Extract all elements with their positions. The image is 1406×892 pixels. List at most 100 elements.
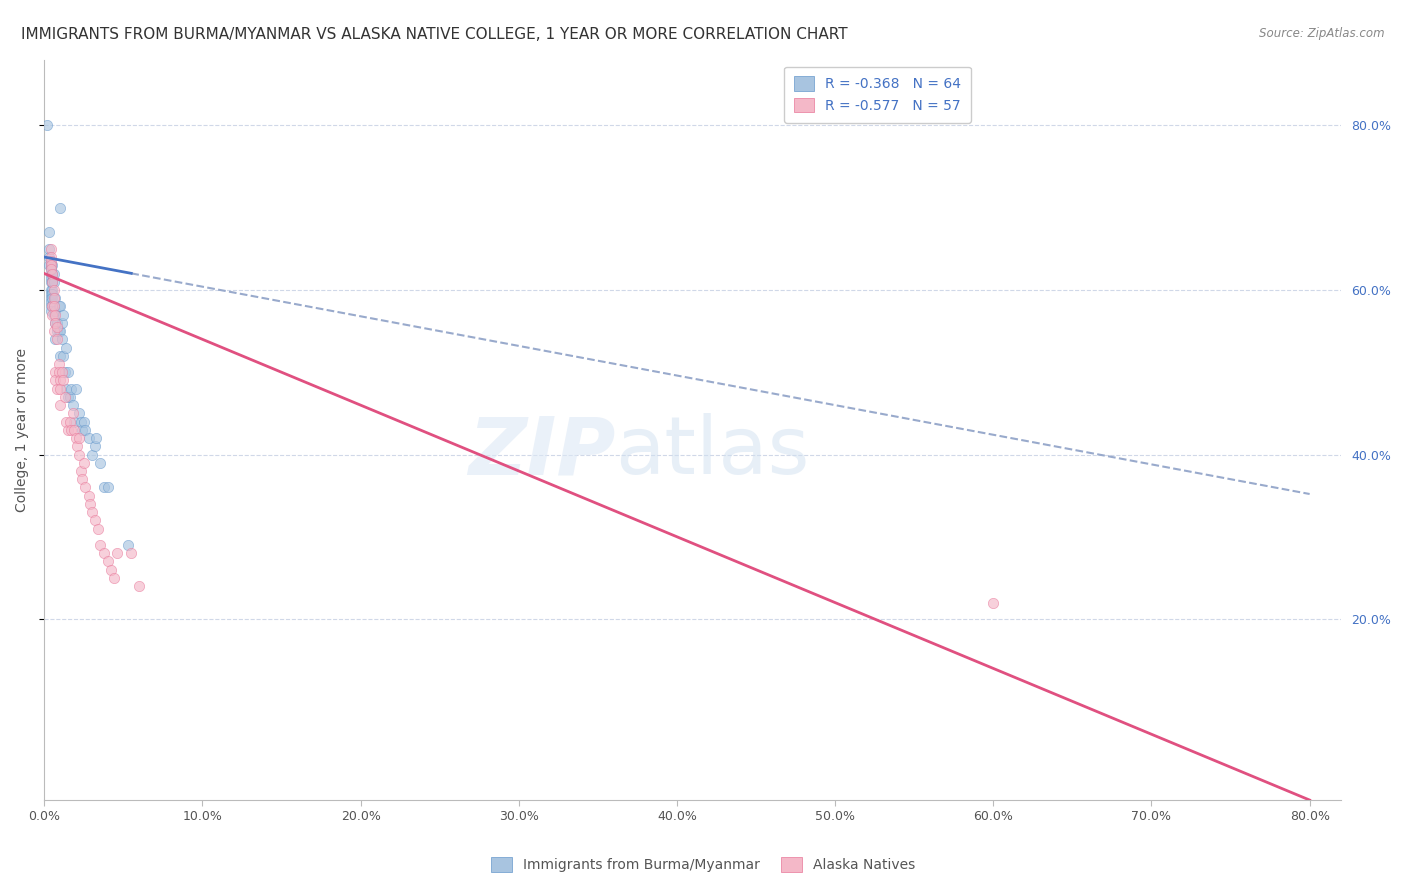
Point [75, 480, 97, 494]
Point [38, 250, 60, 264]
Text: Source: ZipAtlas.com: Source: ZipAtlas.com [1260, 27, 1385, 40]
Point [39, 270, 62, 285]
Point [981, 596, 1004, 610]
Point [56, 365, 79, 379]
Text: ZIP: ZIP [468, 413, 614, 491]
Point [128, 579, 150, 593]
Point [62, 406, 84, 420]
Point [70, 472, 93, 486]
Point [44, 291, 66, 305]
Point [44, 332, 66, 346]
Point [41, 267, 63, 281]
Point [49, 201, 72, 215]
Point [45, 324, 67, 338]
Point [42, 275, 65, 289]
Point [39, 303, 62, 318]
Point [55, 341, 77, 355]
Point [62, 398, 84, 412]
Point [39, 258, 62, 272]
Point [66, 439, 89, 453]
Point [96, 480, 118, 494]
Point [105, 546, 128, 560]
Point [38, 242, 60, 256]
Point [51, 316, 73, 330]
Point [48, 365, 70, 379]
Point [39, 275, 62, 289]
Point [67, 431, 90, 445]
Point [41, 275, 63, 289]
Point [39, 291, 62, 305]
Point [44, 365, 66, 379]
Point [49, 324, 72, 338]
Point [49, 300, 72, 314]
Point [63, 423, 86, 437]
Point [41, 283, 63, 297]
Point [39, 267, 62, 281]
Point [41, 291, 63, 305]
Point [42, 324, 65, 338]
Point [96, 554, 118, 568]
Point [48, 300, 70, 314]
Point [42, 291, 65, 305]
Point [103, 571, 125, 585]
Point [39, 242, 62, 256]
Point [48, 357, 70, 371]
Point [60, 382, 83, 396]
Point [39, 254, 62, 268]
Point [51, 365, 73, 379]
Point [49, 349, 72, 363]
Point [69, 415, 91, 429]
Point [41, 300, 63, 314]
Y-axis label: College, 1 year or more: College, 1 year or more [15, 348, 30, 512]
Point [80, 505, 103, 519]
Point [87, 522, 110, 536]
Point [55, 382, 77, 396]
Point [58, 390, 80, 404]
Point [73, 456, 96, 470]
Point [65, 382, 87, 396]
Point [39, 295, 62, 310]
Text: atlas: atlas [614, 413, 810, 491]
Point [41, 267, 63, 281]
Point [44, 308, 66, 322]
Point [38, 226, 60, 240]
Point [39, 262, 62, 277]
Point [52, 374, 75, 388]
Legend: R = -0.368   N = 64, R = -0.577   N = 57: R = -0.368 N = 64, R = -0.577 N = 57 [783, 67, 972, 122]
Legend: Immigrants from Burma/Myanmar, Alaska Natives: Immigrants from Burma/Myanmar, Alaska Na… [482, 849, 924, 880]
Point [48, 324, 70, 338]
Point [70, 423, 93, 437]
Point [58, 415, 80, 429]
Point [89, 538, 111, 552]
Point [42, 267, 65, 281]
Point [45, 382, 67, 396]
Point [77, 431, 100, 445]
Point [42, 283, 65, 297]
Point [63, 415, 86, 429]
Point [44, 303, 66, 318]
Point [100, 563, 122, 577]
Point [39, 283, 62, 297]
Point [41, 258, 63, 272]
Point [117, 538, 139, 552]
Point [42, 300, 65, 314]
Point [89, 456, 111, 470]
Point [93, 546, 115, 560]
Text: IMMIGRANTS FROM BURMA/MYANMAR VS ALASKA NATIVE COLLEGE, 1 YEAR OR MORE CORRELATI: IMMIGRANTS FROM BURMA/MYANMAR VS ALASKA … [21, 27, 848, 42]
Point [38, 258, 60, 272]
Point [39, 300, 62, 314]
Point [53, 365, 76, 379]
Point [45, 316, 67, 330]
Point [55, 415, 77, 429]
Point [75, 423, 97, 437]
Point [52, 349, 75, 363]
Point [120, 546, 142, 560]
Point [39, 258, 62, 272]
Point [93, 480, 115, 494]
Point [37, 119, 59, 133]
Point [41, 287, 63, 301]
Point [80, 448, 103, 462]
Point [51, 332, 73, 346]
Point [83, 439, 105, 453]
Point [77, 489, 100, 503]
